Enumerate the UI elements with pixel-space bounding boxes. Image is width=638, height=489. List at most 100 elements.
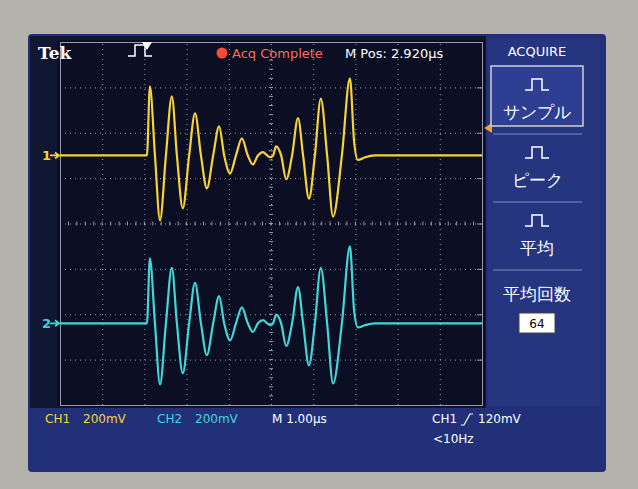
minor-tick <box>269 305 273 306</box>
minor-tick <box>473 222 474 226</box>
y-grid-line <box>60 314 482 315</box>
x-grid-line <box>102 42 103 405</box>
x-grid-line <box>229 42 230 405</box>
x-grid-line <box>355 42 356 405</box>
channel-marker: 2 <box>42 316 51 331</box>
y-axis <box>60 43 482 406</box>
menu-title: ACQUIRE <box>508 44 567 59</box>
minor-tick <box>211 222 212 226</box>
minor-tick <box>269 296 273 297</box>
y-grid-line <box>60 87 482 88</box>
minor-tick <box>186 222 187 226</box>
minor-tick <box>269 287 273 288</box>
y2-tick-mark <box>477 42 482 43</box>
minor-tick <box>465 222 466 226</box>
minor-tick <box>269 314 273 315</box>
minor-tick <box>304 222 305 226</box>
minor-tick <box>169 222 170 226</box>
x-tick <box>398 42 399 405</box>
menu-peak: ピーク <box>512 170 563 190</box>
y-grid-line <box>60 178 482 179</box>
y-tick <box>60 178 482 179</box>
trigger-frequency: <10Hz <box>433 432 474 446</box>
minor-tick <box>346 222 347 226</box>
minor-tick <box>220 222 221 226</box>
y2-tick <box>477 224 482 225</box>
minor-tick <box>422 222 423 226</box>
y2-axis <box>477 43 483 406</box>
oscilloscope-screen: 12TekAcq CompleteM Pos: 2.920µsACQUIREサン… <box>0 0 638 489</box>
y2-tick-mark <box>477 178 482 179</box>
y-grid-line <box>60 42 482 43</box>
x-grid-line <box>313 42 314 405</box>
minor-tick <box>269 341 273 342</box>
minor-tick <box>269 159 273 160</box>
minor-tick <box>269 69 273 70</box>
minor-tick <box>313 222 314 226</box>
m-pos: M Pos: 2.920µs <box>345 46 443 61</box>
y-tick <box>60 405 482 406</box>
minor-tick <box>269 386 273 387</box>
minor-tick <box>269 359 273 360</box>
acq-status: Acq Complete <box>232 46 323 61</box>
y-tick <box>60 314 482 315</box>
minor-tick <box>110 222 111 226</box>
minor-tick <box>269 105 273 106</box>
x-axis-line <box>61 42 483 406</box>
minor-tick <box>237 222 238 226</box>
minor-tick <box>245 222 246 226</box>
y-grid-line <box>60 405 482 406</box>
minor-tick <box>269 368 273 369</box>
minor-tick <box>269 114 273 115</box>
minor-tick <box>269 241 273 242</box>
graticule-background <box>57 40 485 407</box>
y2-tick-mark <box>477 133 482 134</box>
minor-tick <box>330 222 331 226</box>
menu-icon-average <box>525 215 549 226</box>
channel-marker-arrow <box>50 152 59 158</box>
minor-tick <box>203 222 204 226</box>
menu-panel <box>488 38 600 406</box>
channel-marker-arrow <box>50 320 59 326</box>
minor-tick <box>269 78 273 79</box>
minor-tick <box>269 132 273 133</box>
minor-tick <box>269 332 273 333</box>
minor-tick <box>269 395 273 396</box>
screen <box>28 34 606 472</box>
minor-tick <box>178 222 179 226</box>
acq-indicator <box>217 48 228 59</box>
minor-tick <box>321 222 322 226</box>
center-minor-ticks <box>68 51 473 396</box>
minor-tick <box>431 222 432 226</box>
minor-tick <box>269 232 273 233</box>
minor-tick <box>287 222 288 226</box>
y-tick <box>60 87 482 88</box>
y2-tick-mark <box>477 224 482 225</box>
trigger-level: 120mV <box>478 412 522 426</box>
x-tick <box>355 42 356 405</box>
y2-tick-mark <box>477 405 482 406</box>
x-tick <box>229 42 230 405</box>
y-axis-line <box>61 43 483 406</box>
minor-tick <box>296 222 297 226</box>
minor-tick <box>269 214 273 215</box>
bezel <box>0 0 638 489</box>
y2-tick-mark <box>477 314 482 315</box>
minor-tick <box>338 222 339 226</box>
minor-tick <box>228 222 229 226</box>
trigger-position-marker <box>142 42 152 50</box>
y2-tick <box>477 178 482 179</box>
brand: Tek <box>38 43 73 63</box>
y-grid-line <box>60 133 482 134</box>
timebase: M 1.00µs <box>272 412 327 426</box>
channel-label: CH1 <box>45 412 70 426</box>
minor-tick <box>269 196 273 197</box>
minor-tick <box>269 87 273 88</box>
minor-tick <box>406 222 407 226</box>
minor-tick <box>269 277 273 278</box>
minor-tick <box>269 259 273 260</box>
minor-tick <box>380 222 381 226</box>
menu-average: 平均 <box>520 238 554 258</box>
minor-tick <box>102 222 103 226</box>
minor-tick <box>85 222 86 226</box>
